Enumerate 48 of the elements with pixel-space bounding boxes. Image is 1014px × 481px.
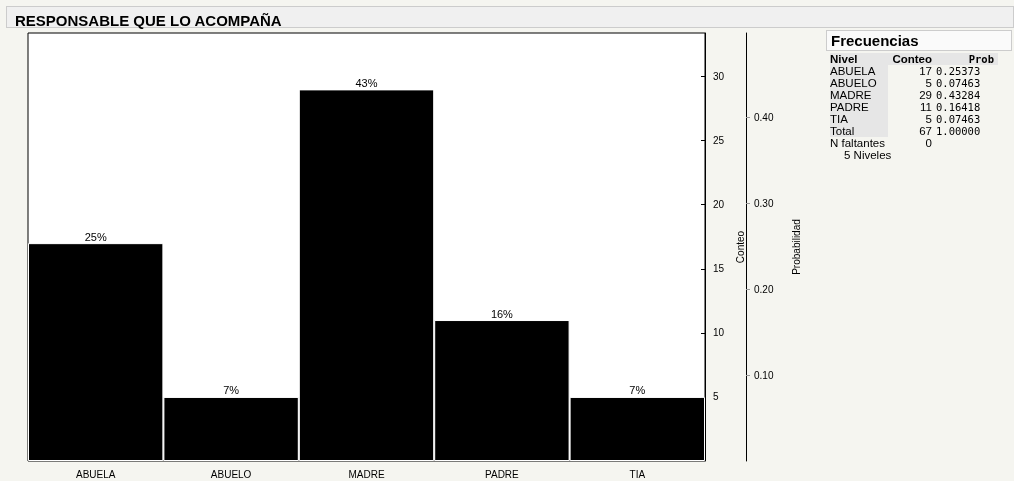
text: ABUELA: [830, 65, 888, 77]
y-tick-label: 30: [713, 71, 725, 83]
x-tick-label: PADRE: [485, 468, 520, 480]
annotation: 7%: [223, 384, 240, 397]
text: 0.16418: [936, 101, 982, 113]
y2-axis-title: Probabilidad: [790, 219, 802, 275]
text: 0: [924, 137, 933, 149]
y-tick-label: 15: [713, 263, 725, 275]
y-tick-label: 5: [713, 391, 719, 403]
y-tick-label: 10: [713, 327, 725, 339]
text: 1.00000: [936, 125, 982, 137]
y2-tick-label: 0.30: [754, 197, 774, 209]
x-tick-label: TIA: [629, 468, 646, 480]
text: Frecuencias: [826, 30, 1012, 51]
text: 29: [918, 89, 933, 101]
text: N faltantes: [830, 137, 886, 149]
text: Conteo: [888, 53, 936, 65]
x-tick-label: ABUELA: [75, 468, 116, 480]
y-tick-label: 25: [713, 135, 725, 147]
y-axis-title: Conteo: [734, 230, 746, 264]
text: 67: [918, 125, 933, 137]
annotation: 16%: [490, 307, 514, 320]
text: Prob: [936, 53, 998, 65]
text: 5 Niveles: [843, 149, 893, 161]
text: 0.43284: [936, 89, 982, 101]
y2-tick-label: 0.10: [754, 369, 774, 381]
text: Total: [830, 125, 888, 137]
x-tick-label: ABUELO: [210, 468, 252, 480]
text: 5: [924, 77, 933, 89]
text: 0.25373: [936, 65, 982, 77]
text: PADRE: [830, 101, 888, 113]
y-tick-label: 20: [713, 199, 725, 211]
annotation: 25%: [84, 230, 107, 243]
y2-tick-label: 0.40: [754, 112, 774, 124]
text: ABUELO: [830, 77, 888, 89]
text: 17: [918, 65, 933, 77]
text: 5: [924, 113, 933, 125]
x-tick-label: MADRE: [348, 468, 385, 480]
text: 0.07463: [936, 77, 982, 89]
annotation: 7%: [629, 384, 646, 397]
text: Nivel: [830, 53, 888, 65]
text: 11: [919, 101, 933, 113]
y2-tick-label: 0.20: [754, 283, 774, 295]
text: MADRE: [830, 89, 888, 101]
chart-title: RESPONSABLE QUE LO ACOMPAÑA: [15, 12, 282, 29]
text: TIA: [830, 113, 888, 125]
text: 0.07463: [936, 113, 982, 125]
annotation: 43%: [355, 76, 378, 89]
